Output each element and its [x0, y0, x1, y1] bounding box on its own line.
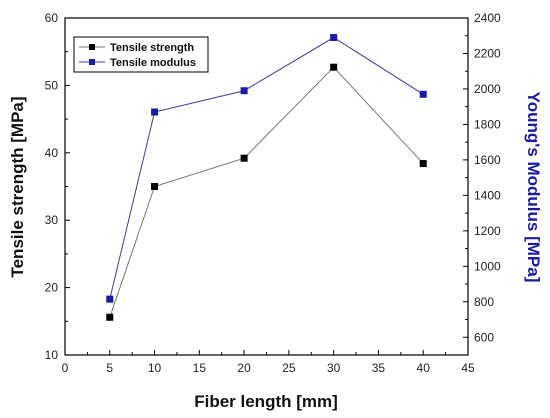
y2-tick-label: 2400: [474, 11, 501, 25]
data-point: [240, 87, 248, 95]
y2-tick-label: 2200: [474, 46, 501, 60]
ticks-layer: 0 5 10 15 20 25 30 35 40 45 10 20 30 40 50 60 600 800 1000…: [45, 11, 501, 375]
x-tick-label: 0: [62, 361, 69, 375]
y-tick-label: 20: [45, 281, 59, 295]
y-tick-label: 30: [45, 213, 59, 227]
data-point: [151, 183, 159, 190]
legend-marker-tensile-strength: [89, 44, 95, 50]
series-layer: [106, 34, 427, 321]
y2-tick-label: 800: [474, 295, 494, 309]
legend-label-tensile-strength: Tensile strength: [110, 42, 194, 54]
y2-axis-title: Young's Modulus [MPa]: [524, 92, 543, 283]
y-axis-title: Tensile strength [MPa]: [8, 96, 27, 277]
data-point: [106, 313, 114, 321]
data-point: [240, 154, 248, 162]
y-tick-label: 40: [45, 146, 59, 160]
y-tick-label: 50: [45, 78, 59, 92]
data-point: [151, 108, 159, 116]
legend-label-tensile-modulus: Tensile modulus: [110, 57, 196, 69]
x-tick-label: 5: [106, 361, 113, 375]
data-point: [330, 34, 338, 42]
y2-tick-label: 1800: [474, 117, 501, 131]
x-tick-label: 15: [193, 361, 207, 375]
data-point: [419, 160, 427, 168]
x-tick-label: 10: [148, 361, 162, 375]
y2-tick-label: 1600: [474, 153, 501, 167]
x-tick-label: 35: [372, 361, 386, 375]
legend-box: [73, 36, 209, 73]
y2-tick-label: 1200: [474, 224, 501, 238]
y2-tick-label: 600: [474, 330, 494, 344]
x-tick-label: 30: [327, 361, 341, 375]
y2-tick-label: 1000: [474, 259, 501, 273]
x-tick-label: 40: [417, 361, 431, 375]
plot-area: [64, 17, 469, 356]
data-point: [419, 90, 427, 98]
data-point: [106, 295, 114, 303]
y-tick-label: 10: [45, 348, 59, 362]
legend-marker-tensile-modulus: [89, 59, 95, 65]
y-tick-label: 60: [45, 11, 59, 25]
x-tick-label: 20: [237, 361, 251, 375]
x-tick-label: 45: [461, 361, 475, 375]
data-point: [330, 63, 338, 71]
y2-tick-label: 2000: [474, 82, 501, 96]
y2-tick-label: 1400: [474, 188, 501, 202]
x-tick-label: 25: [282, 361, 296, 375]
legend: Tensile strength Tensile modulus: [73, 36, 209, 73]
x-axis-title: Fiber length [mm]: [194, 392, 338, 411]
